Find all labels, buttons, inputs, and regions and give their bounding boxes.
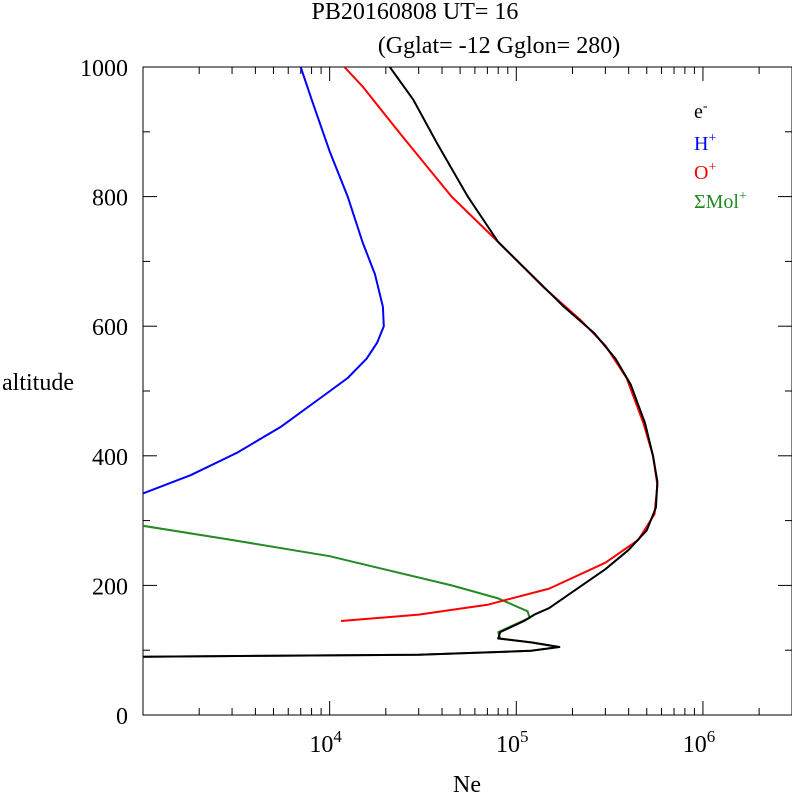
chart-subtitle: (Gglat= -12 Gglon= 280) [378,33,620,59]
series-line-3 [143,524,561,658]
legend-entry: e- [694,99,708,123]
x-axis-label: Ne [453,772,481,796]
y-tick-label: 400 [92,445,128,471]
axis-ticks [142,66,792,716]
chart-title: PB20160808 UT= 16 [312,0,519,25]
y-axis-label: altitude [2,370,74,396]
x-tick-label: 106 [683,727,716,758]
x-tick-label: 105 [496,727,529,758]
legend-entry: O+ [694,160,716,184]
y-tick-label: 600 [92,315,128,341]
legend: e- H+ O+ ΣMol+ [694,99,747,213]
series-lines [143,67,659,658]
x-tick-labels: 104 105 106 [309,727,715,758]
y-tick-label: 800 [92,186,128,212]
y-tick-label: 0 [116,704,128,730]
y-tick-label: 1000 [80,56,128,82]
series-line-1 [143,67,385,495]
y-tick-labels: 0 200 400 600 800 1000 [80,56,128,730]
series-line-0 [143,67,659,658]
x-tick-label: 104 [309,727,342,758]
legend-entry: ΣMol+ [694,189,747,213]
y-tick-label: 200 [92,574,128,600]
series-line-2 [340,67,659,622]
legend-entry: H+ [694,131,716,155]
